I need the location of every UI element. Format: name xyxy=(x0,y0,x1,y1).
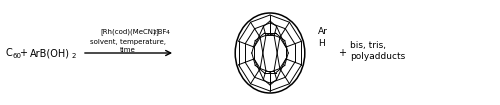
Text: ArB(OH): ArB(OH) xyxy=(30,48,70,58)
Text: 2: 2 xyxy=(152,30,156,35)
Text: 4: 4 xyxy=(166,30,170,35)
Text: 60: 60 xyxy=(12,54,22,60)
Text: +: + xyxy=(19,48,27,58)
Text: C: C xyxy=(5,48,12,58)
Text: time: time xyxy=(120,47,136,53)
Text: H: H xyxy=(318,39,325,47)
Text: solvent, temperature,: solvent, temperature, xyxy=(90,39,166,45)
Text: 2: 2 xyxy=(72,54,76,60)
Text: [Rh(cod)(MeCN): [Rh(cod)(MeCN) xyxy=(100,28,156,35)
Text: Ar: Ar xyxy=(318,26,328,35)
Text: +: + xyxy=(338,48,346,58)
FancyArrowPatch shape xyxy=(85,51,170,56)
Text: ]BF: ]BF xyxy=(155,28,166,35)
Text: bis, tris,
polyadducts: bis, tris, polyadducts xyxy=(350,41,405,61)
